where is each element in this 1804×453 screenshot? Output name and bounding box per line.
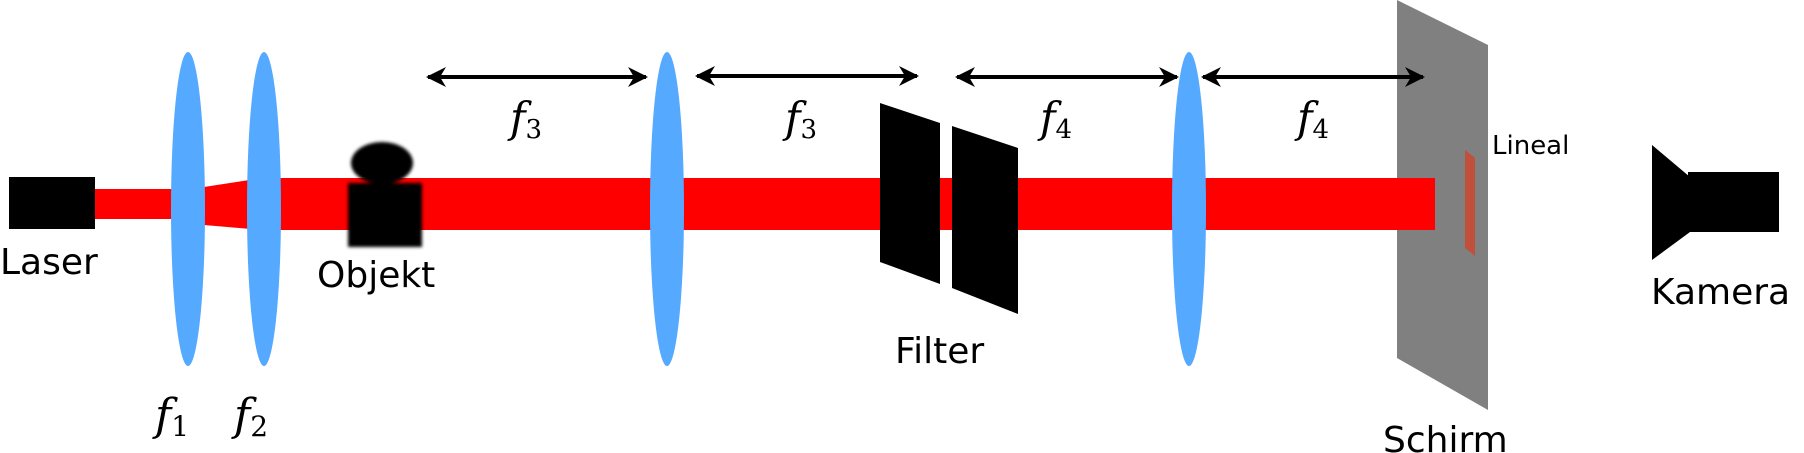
lens-label-f2: f2 — [231, 390, 268, 443]
filter-plate-1 — [880, 103, 940, 284]
lens-label-f1: f1 — [152, 390, 189, 443]
lens-f4 — [1172, 52, 1206, 366]
label-kamera: Kamera — [1651, 272, 1790, 313]
ruler — [1465, 150, 1475, 256]
camera-lens-cone — [1652, 145, 1690, 260]
label-schirm: Schirm — [1383, 420, 1508, 453]
screen-panel — [1397, 0, 1488, 410]
label-lineal: Lineal — [1492, 131, 1569, 161]
distance-label-1: f3 — [507, 93, 542, 145]
label-filter: Filter — [895, 331, 984, 372]
camera-body — [1688, 172, 1779, 232]
beam-segment-laser — [94, 189, 186, 219]
distance-label-3: f4 — [1037, 93, 1072, 145]
lens-f1 — [171, 52, 205, 366]
label-laser: Laser — [0, 242, 98, 283]
label-objekt: Objekt — [317, 255, 435, 296]
laser-device — [9, 177, 95, 229]
filter-plate-2 — [952, 126, 1018, 314]
object-body — [348, 183, 422, 247]
object-head — [351, 142, 413, 184]
lens-f2 — [247, 52, 281, 366]
object — [348, 142, 422, 247]
distance-label-4: f4 — [1294, 93, 1329, 145]
lens-f3 — [650, 52, 684, 366]
distance-label-2: f3 — [782, 93, 817, 145]
beam-segment-main — [280, 178, 1435, 230]
